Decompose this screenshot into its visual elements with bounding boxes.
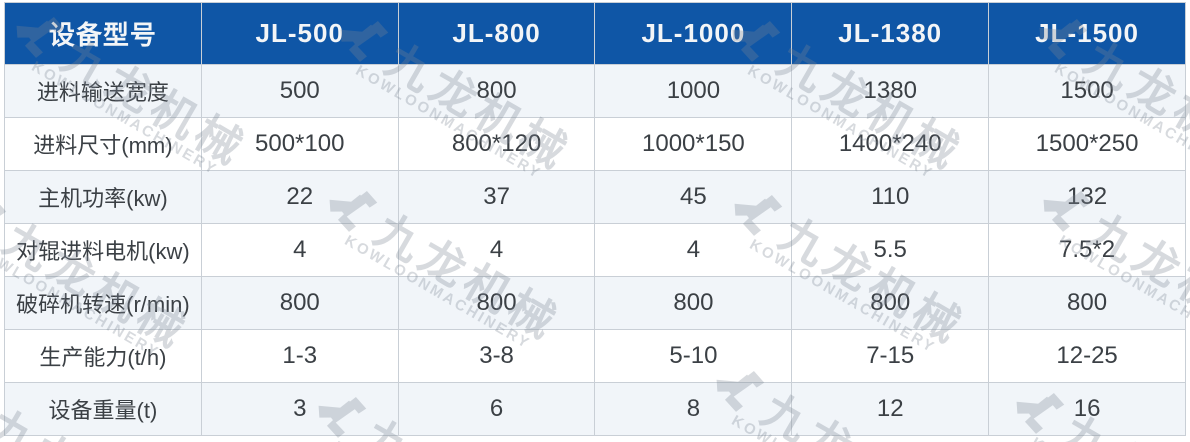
spec-cell: 1400*240 [791,117,990,171]
spec-row-label: 进料尺寸(mm) [4,117,202,171]
spec-cell: 132 [988,170,1186,224]
header-cell-jl1500: JL-1500 [988,2,1186,65]
table-row-capacity: 生产能力(t/h) 1-3 3-8 5-10 7-15 12-25 [4,329,1186,383]
spec-cell: 45 [594,170,793,224]
spec-row-label: 进料输送宽度 [4,64,202,118]
spec-cell: 5.5 [791,223,990,277]
table-row-main-power: 主机功率(kw) 22 37 45 110 132 [4,170,1186,224]
spec-cell: 1000*150 [594,117,793,171]
spec-cell: 16 [988,382,1186,436]
spec-cell: 7.5*2 [988,223,1186,277]
table-row-feed-size: 进料尺寸(mm) 500*100 800*120 1000*150 1400*2… [4,117,1186,171]
watermark-en-text: KOWLOONMACHINERY [1029,434,1190,442]
spec-cell: 8 [594,382,793,436]
header-cell-jl1380: JL-1380 [791,2,990,65]
header-row: 设备型号 JL-500 JL-800 JL-1000 JL-1380 JL-15… [4,2,1186,65]
spec-cell: 6 [397,382,596,436]
spec-cell: 1500 [988,64,1186,118]
spec-cell: 5-10 [594,329,793,383]
header-cell-jl800: JL-800 [397,2,596,65]
table-row-roller-motor: 对辊进料电机(kw) 4 4 4 5.5 7.5*2 [4,223,1186,277]
table-row-feed-width: 进料输送宽度 500 800 1000 1380 1500 [4,64,1186,118]
equipment-spec-table: 设备型号 JL-500 JL-800 JL-1000 JL-1380 JL-15… [4,2,1186,436]
spec-cell: 4 [594,223,793,277]
spec-cell: 800 [594,276,793,330]
spec-table-body: 进料输送宽度 500 800 1000 1380 1500 进料尺寸(mm) 5… [4,64,1186,436]
spec-cell: 500*100 [200,117,399,171]
spec-cell: 800 [397,276,596,330]
spec-row-label: 设备重量(t) [4,382,202,436]
spec-table-header: 设备型号 JL-500 JL-800 JL-1000 JL-1380 JL-15… [4,2,1186,65]
spec-row-label: 生产能力(t/h) [4,329,202,383]
spec-cell: 1000 [594,64,793,118]
spec-cell: 110 [791,170,990,224]
spec-cell: 37 [397,170,596,224]
spec-cell: 800 [397,64,596,118]
spec-cell: 3 [200,382,399,436]
spec-cell: 800*120 [397,117,596,171]
spec-cell: 1380 [791,64,990,118]
spec-cell: 1-3 [200,329,399,383]
spec-cell: 7-15 [791,329,990,383]
spec-cell: 12 [791,382,990,436]
spec-cell: 4 [397,223,596,277]
spec-cell: 1500*250 [988,117,1186,171]
header-cell-model-label: 设备型号 [4,2,202,65]
header-cell-jl1000: JL-1000 [594,2,793,65]
table-row-weight: 设备重量(t) 3 6 8 12 16 [4,382,1186,436]
spec-cell: 800 [791,276,990,330]
table-row-crusher-speed: 破碎机转速(r/min) 800 800 800 800 800 [4,276,1186,330]
spec-cell: 22 [200,170,399,224]
spec-cell: 4 [200,223,399,277]
spec-row-label: 主机功率(kw) [4,170,202,224]
spec-cell: 500 [200,64,399,118]
spec-cell: 800 [200,276,399,330]
spec-row-label: 破碎机转速(r/min) [4,276,202,330]
spec-cell: 800 [988,276,1186,330]
spec-row-label: 对辊进料电机(kw) [4,223,202,277]
spec-cell: 3-8 [397,329,596,383]
header-cell-jl500: JL-500 [200,2,399,65]
spec-table-container: 设备型号 JL-500 JL-800 JL-1000 JL-1380 JL-15… [4,2,1186,436]
spec-cell: 12-25 [988,329,1186,383]
